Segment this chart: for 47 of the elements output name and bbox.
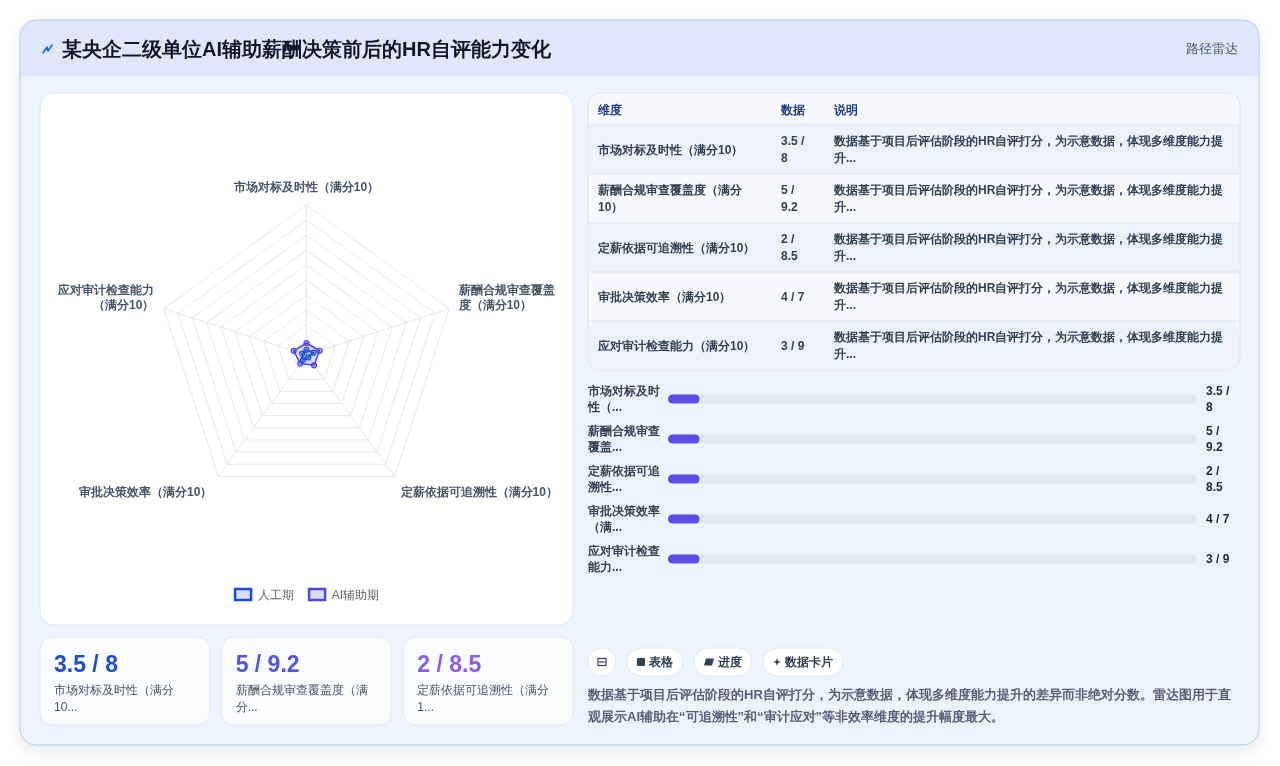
y-tick-label: 定薪依据可追溯性... — [587, 464, 661, 494]
category-label: 说明 — [833, 103, 858, 117]
text: 市场对标及时性（满分10） — [598, 142, 744, 157]
text: 5 / 9.2 — [1206, 424, 1224, 454]
text: 5 / 9.2 — [235, 651, 300, 677]
text: 2 / 8.5 — [1206, 464, 1224, 494]
legend-label: 人工期 — [257, 588, 294, 602]
text: 应对审计检查能力（满分10） — [598, 338, 756, 353]
text: 2 / 8.5 — [781, 232, 798, 263]
legend-label: AI辅助期 — [331, 588, 380, 602]
text: 4 / 7 — [781, 289, 805, 304]
text: 路径雷达 — [1186, 41, 1238, 56]
category-label: 薪酬合规审查覆盖度（满分... — [235, 683, 368, 714]
category-label: 数据 — [780, 103, 805, 117]
y-tick-label: 薪酬合规审查覆盖... — [587, 424, 660, 454]
category-label: 进度 — [717, 655, 742, 669]
text: 定薪依据可追溯性（满分10） — [598, 240, 756, 255]
text: 数据基于项目后评估阶段的HR自评打分，为示意数据，体现多维度能力提升的差异而非绝对分数。雷达图用于直观展示AI辅助在“可追溯性”和“审计应对”等非效率维度的提升幅度最大。 — [587, 687, 1231, 724]
category-label: 市场对标及时性（满分10... — [54, 683, 174, 714]
text: 4 / 7 — [1206, 512, 1230, 526]
category-label: 表格 — [648, 655, 674, 669]
spoke-label: 薪酬合规审查覆盖度（满分10） — [457, 283, 555, 313]
spoke-label: 定薪依据可追溯性（满分10） — [399, 485, 558, 500]
text: 数据基于项目后评估阶段的HR自评打分，为示意数据，体现多维度能力提升... — [834, 330, 1224, 361]
text: 3 / 9 — [781, 338, 805, 353]
text: 数据基于项目后评估阶段的HR自评打分，为示意数据，体现多维度能力提升... — [834, 281, 1224, 312]
text: 3 / 9 — [1206, 552, 1230, 566]
category-label: 定薪依据可追溯性（满分1... — [417, 683, 550, 714]
y-tick-label: 审批决策效率（满... — [588, 504, 660, 534]
spoke-label: 应对审计检查能力（满分10） — [57, 283, 155, 313]
spoke-label: 审批决策效率（满分10） — [79, 485, 213, 500]
y-tick-label: 市场对标及时性（... — [587, 384, 660, 414]
category-label: 维度 — [597, 103, 622, 117]
y-tick-label: 应对审计检查能力... — [587, 544, 660, 574]
category-label: 数据卡片 — [784, 655, 833, 669]
text: 3.5 / 8 — [54, 651, 118, 677]
text: 数据基于项目后评估阶段的HR自评打分，为示意数据，体现多维度能力提升... — [834, 183, 1224, 214]
text: 3.5 / 8 — [1206, 384, 1231, 414]
text: 数据基于项目后评估阶段的HR自评打分，为示意数据，体现多维度能力提升... — [834, 232, 1224, 263]
text: 2 / 8.5 — [417, 651, 482, 677]
text: 某央企二级单位AI辅助薪酬决策前后的HR自评能力变化 — [61, 38, 552, 60]
text: 薪酬合规审查覆盖度（满分10） — [598, 183, 742, 214]
text: 3.5 / 8 — [781, 134, 805, 165]
text: 审批决策效率（满分10） — [598, 289, 732, 304]
text: 数据基于项目后评估阶段的HR自评打分，为示意数据，体现多维度能力提升... — [834, 134, 1224, 165]
spoke-label: 市场对标及时性（满分10） — [232, 180, 380, 194]
text: 5 / 9.2 — [781, 183, 798, 214]
